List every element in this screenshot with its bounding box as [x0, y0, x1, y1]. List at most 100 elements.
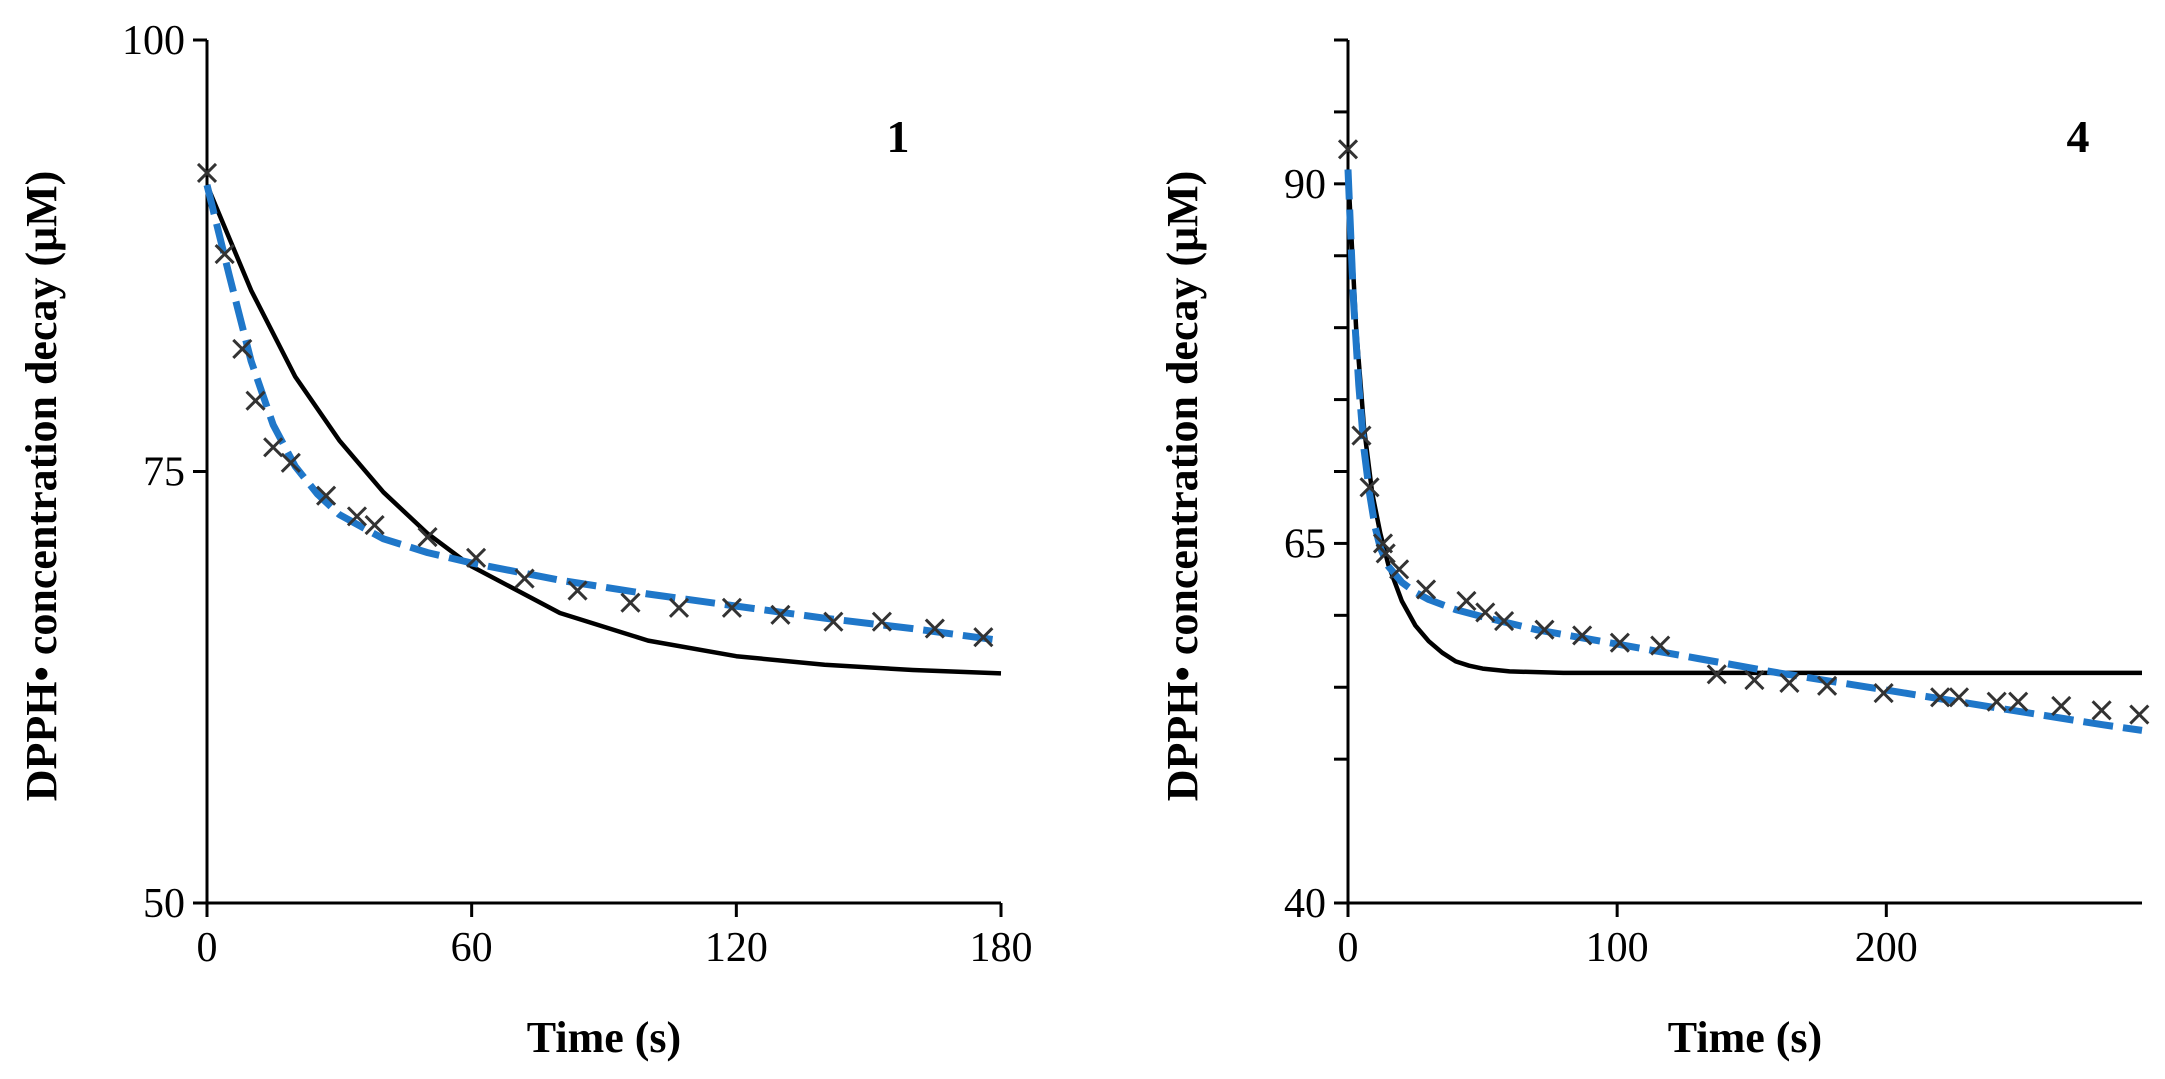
data-point-marker [1948, 687, 1970, 708]
marker-stroke [721, 597, 742, 618]
data-point-marker [280, 452, 301, 473]
marker-stroke [1873, 682, 1894, 704]
marker-stroke [924, 618, 945, 639]
marker-stroke [1572, 625, 1593, 646]
marker-stroke [232, 338, 253, 360]
data-point-marker [1456, 590, 1477, 612]
marker-stroke [620, 592, 641, 613]
data-point-marker [514, 568, 535, 589]
data-point-marker [1475, 602, 1496, 623]
data-point-marker [1779, 672, 1800, 693]
marker-stroke [567, 580, 588, 601]
marker-stroke [1475, 602, 1496, 623]
data-point-marker [1415, 579, 1437, 600]
data-point-marker [2051, 695, 2072, 717]
data-point-marker [721, 597, 742, 618]
y-tick-label: 90 [1284, 162, 1326, 208]
marker-stroke [1609, 632, 1630, 653]
marker-stroke [1415, 579, 1437, 600]
data-point-marker [316, 485, 337, 506]
marker-stroke [1337, 139, 1359, 160]
x-tick-label: 100 [1586, 925, 1649, 971]
data-point-marker [2129, 704, 2150, 725]
data-point-marker [1534, 619, 1555, 640]
data-point-marker [245, 390, 266, 411]
data-point-marker [263, 437, 284, 458]
marker-stroke [1948, 687, 1970, 708]
x-axis-title: Time (s) [527, 1013, 681, 1062]
y-tick-label: 50 [143, 881, 185, 927]
marker-stroke [196, 162, 218, 183]
marker-stroke [466, 547, 487, 568]
marker-stroke [514, 568, 535, 589]
data-point-marker [770, 604, 791, 625]
data-point-marker [364, 514, 385, 536]
data-point-marker [1817, 675, 1838, 696]
y-axis-title: DPPH• concentration decay (μM) [17, 171, 66, 802]
marker-stroke [823, 611, 844, 632]
x-tick-label: 60 [451, 925, 493, 971]
marker-stroke [1359, 477, 1380, 498]
marker-stroke [316, 485, 337, 506]
marker-stroke [1534, 619, 1555, 640]
marker-stroke [973, 627, 994, 648]
x-tick-label: 200 [1855, 925, 1918, 971]
data-point-marker [417, 527, 438, 548]
data-point-marker [1706, 664, 1727, 685]
marker-stroke [1650, 635, 1671, 656]
marker-stroke [417, 527, 438, 548]
y-axis-title: DPPH• concentration decay (μM) [1158, 171, 1207, 802]
data-point-marker [1609, 632, 1630, 653]
data-point-marker [924, 618, 945, 639]
marker-stroke [1706, 664, 1727, 685]
chart-panel-1: 50 75 100 0 60 120 180 Time (s) DPPH• concentrat… [17, 18, 1033, 1062]
marker-stroke [214, 243, 235, 265]
marker-stroke [1375, 543, 1396, 564]
marker-stroke [1456, 590, 1477, 612]
marker-stroke [346, 506, 368, 527]
y-tick-label: 100 [122, 18, 185, 64]
data-point-marker [1650, 635, 1671, 656]
marker-stroke [2129, 704, 2150, 725]
data-point-marker [1744, 669, 1765, 691]
x-tick-label: 0 [197, 925, 218, 971]
data-point-marker [232, 338, 253, 360]
x-axis-title: Time (s) [1668, 1013, 1822, 1062]
marker-stroke [364, 514, 385, 536]
data-point-marker [2008, 691, 2029, 712]
marker-stroke [1389, 559, 1410, 580]
data-point-marker [1572, 625, 1593, 646]
data-point-marker [1986, 691, 2007, 712]
marker-stroke [1986, 691, 2007, 712]
fit-line-blue-dashed [1344, 169, 2143, 734]
data-point-marker [620, 592, 641, 613]
marker-stroke [1351, 425, 1372, 446]
marker-stroke [2008, 691, 2029, 712]
marker-stroke [871, 611, 892, 632]
data-point-marker [2091, 700, 2112, 721]
data-point-marker [668, 597, 690, 618]
x-tick-label: 180 [970, 925, 1033, 971]
data-point-marker [1873, 682, 1894, 704]
marker-stroke [668, 597, 690, 618]
panel-label: 4 [2067, 111, 2090, 162]
data-point-marker [214, 243, 235, 265]
fit-line-black-solid [1345, 169, 2142, 676]
x-tick-label: 120 [705, 925, 768, 971]
y-tick-label: 75 [143, 450, 185, 496]
marker-stroke [1494, 611, 1515, 632]
marker-stroke [1372, 533, 1394, 554]
marker-stroke [1779, 672, 1800, 693]
data-point-marker [1494, 611, 1515, 632]
y-tick-label: 65 [1284, 521, 1326, 567]
data-point-marker [1389, 559, 1410, 580]
marker-stroke [263, 437, 284, 458]
data-point-marker [1375, 543, 1396, 564]
x-tick-label: 0 [1338, 925, 1359, 971]
data-point-marker [871, 611, 892, 632]
marker-stroke [770, 604, 791, 625]
data-point-marker [1351, 425, 1372, 446]
marker-stroke [245, 390, 266, 411]
data-point-marker [346, 506, 368, 527]
